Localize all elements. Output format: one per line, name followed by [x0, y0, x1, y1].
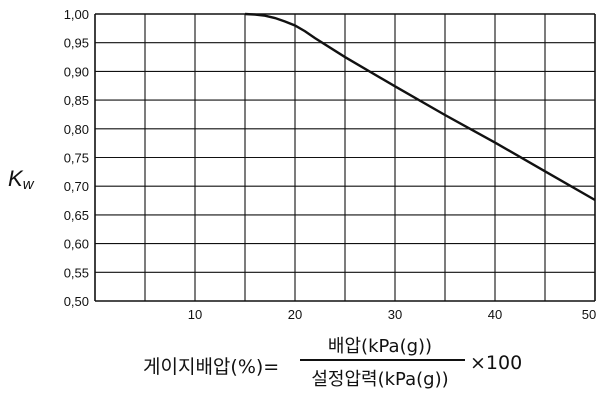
formula-denominator: 설정압력(kPa(g)) — [311, 369, 449, 390]
y-axis-label: Kw — [8, 166, 34, 193]
formula: 게이지배압(%)= 배압(kPa(g)) 설정압력(kPa(g)) ×100 — [0, 328, 601, 400]
formula-numerator: 배압(kPa(g)) — [327, 336, 433, 357]
fraction-bar — [300, 359, 465, 361]
formula-right: ×100 — [470, 352, 523, 374]
y-tick-label: 0,65 — [64, 208, 89, 223]
y-tick-label: 0,75 — [64, 151, 89, 166]
y-axis-label-sub: w — [22, 176, 34, 193]
y-tick-label: 0,85 — [64, 93, 89, 108]
formula-left: 게이지배압(%)= — [143, 356, 280, 378]
x-tick-label: 10 — [188, 307, 202, 322]
x-tick-labels: 10 20 30 40 50 — [188, 307, 596, 322]
y-tick-label: 1,00 — [64, 7, 89, 22]
x-tick-label: 30 — [388, 307, 402, 322]
y-tick-label: 0,95 — [64, 36, 89, 51]
y-tick-label: 0,55 — [64, 265, 89, 280]
y-axis-label-main: K — [8, 166, 23, 191]
x-tick-label: 50 — [582, 307, 596, 322]
y-tick-label: 0,70 — [64, 179, 89, 194]
y-tick-label: 0,80 — [64, 122, 89, 137]
series-line — [244, 12, 596, 202]
x-tick-label: 40 — [488, 307, 502, 322]
y-tick-labels: 0,50 0,55 0,60 0,65 0,70 0,75 0,80 0,85 0,90 0,95… — [64, 7, 89, 309]
x-tick-label: 20 — [288, 307, 302, 322]
y-tick-label: 0,50 — [64, 294, 89, 309]
y-tick-label: 0,90 — [64, 64, 89, 79]
grid — [94, 13, 596, 302]
y-tick-label: 0,60 — [64, 237, 89, 252]
